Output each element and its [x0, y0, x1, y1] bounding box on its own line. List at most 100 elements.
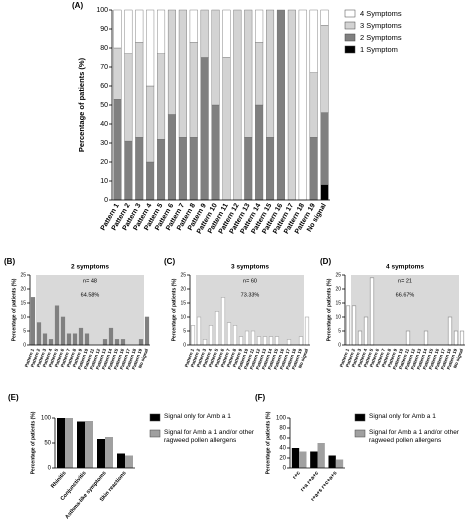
y-tick-label: 15	[180, 300, 186, 306]
chart-title: 4 symptoms	[386, 264, 424, 271]
panel-label: (F)	[255, 393, 266, 402]
legend-label: 1 Symptom	[360, 45, 398, 54]
bar-segment	[211, 104, 220, 201]
annotation: 66.67%	[396, 292, 415, 298]
y-axis-label: Percentage of patients (%)	[265, 411, 271, 474]
bar	[117, 453, 125, 468]
bar-segment	[167, 114, 176, 201]
bar	[447, 316, 453, 346]
bar	[72, 333, 78, 346]
bar-segment	[320, 184, 329, 201]
bar	[357, 330, 363, 346]
x-tick-label: Pattern 7	[375, 348, 386, 368]
bar	[202, 339, 208, 346]
chart-title: 3 symptoms	[231, 264, 269, 271]
bar-segment	[157, 9, 166, 54]
x-tick-label: Pattern 4	[202, 348, 213, 368]
bar	[48, 339, 54, 346]
x-tick-label: Pattern 3	[196, 348, 207, 368]
legend-label: Signal only for Amb a 1	[164, 413, 231, 420]
x-tick-label: Pattern 8	[381, 348, 392, 368]
bar	[453, 330, 459, 346]
legend-label: Signal for Amb a 1 and/or other ragweed …	[164, 429, 254, 444]
legend-swatch	[149, 413, 161, 422]
panel-label: (E)	[8, 393, 19, 402]
bar-segment	[135, 42, 144, 138]
bar-segment	[276, 9, 285, 201]
bar	[250, 330, 256, 346]
y-tick-label: 25	[180, 272, 186, 278]
x-tick-label: No signal	[137, 348, 149, 369]
x-tick-label: Pattern 2	[190, 348, 201, 368]
bar	[144, 316, 150, 346]
x-tick-label: r+c	[292, 470, 302, 480]
bar-segment	[200, 9, 209, 58]
y-axis-label: Percentage of patients (%)	[11, 278, 17, 341]
y-tick-label: 25	[20, 272, 26, 278]
bar-segment	[298, 9, 307, 201]
bar-segment	[157, 53, 166, 140]
y-tick-label: 25	[335, 272, 341, 278]
y-tick-label: 5	[183, 328, 186, 334]
legend-swatch	[354, 413, 366, 422]
bar	[78, 327, 84, 346]
annotation: 64.58%	[81, 292, 100, 298]
y-tick-label: 50	[44, 441, 51, 447]
legend-item: Signal only for Amb a 1	[164, 413, 231, 420]
bar	[220, 297, 226, 346]
y-tick-label: 40	[279, 446, 286, 452]
bar-segment	[309, 137, 318, 201]
bar	[196, 316, 202, 346]
bar	[459, 330, 465, 346]
bar	[85, 421, 93, 468]
panel: (D) 4 symptoms n= 21 66.67% 0 5 10 15 20 25Percen…	[320, 257, 465, 370]
legend-swatch	[344, 9, 356, 18]
x-tick-label: Pattern 1	[24, 348, 35, 368]
bar	[351, 305, 357, 346]
x-tick-label: Pattern 5	[363, 348, 374, 368]
y-tick-label: 5	[23, 328, 26, 334]
bar-segment	[255, 42, 264, 106]
y-tick-label: 40	[100, 121, 108, 128]
y-tick-label: 0	[283, 466, 287, 472]
panel: (F) 0 20 40 60 80 100 Percentage of patients (%…	[255, 393, 459, 503]
shaded-region	[36, 275, 144, 345]
bar-segment	[222, 57, 231, 201]
bar-segment	[255, 9, 264, 43]
bar	[299, 451, 307, 468]
y-tick-label: 0	[104, 197, 108, 204]
bar	[238, 336, 244, 346]
bar-segment	[233, 9, 242, 201]
bar	[138, 339, 144, 346]
bar-segment	[222, 9, 231, 58]
x-tick-label: Pattern 6	[369, 348, 380, 368]
bar	[102, 339, 108, 346]
x-tick-label: Pattern 2	[30, 348, 41, 368]
panel-label: (C)	[164, 257, 175, 266]
y-tick-label: 10	[20, 314, 26, 320]
y-tick-label: 5	[338, 328, 341, 334]
y-tick-label: 15	[20, 300, 26, 306]
bar-segment	[189, 9, 198, 43]
y-tick-label: 30	[100, 140, 108, 147]
bar	[423, 330, 429, 346]
y-tick-label: 0	[338, 342, 341, 348]
bar	[97, 439, 105, 468]
bar	[286, 339, 292, 346]
bar-segment	[135, 9, 144, 43]
bar-segment	[124, 9, 133, 54]
x-tick-label: Pattern 5	[208, 348, 219, 368]
bar-segment	[211, 9, 220, 106]
bar	[226, 322, 232, 346]
bar	[42, 333, 48, 346]
y-tick-label: 80	[279, 426, 286, 432]
bar	[105, 437, 113, 468]
annotation: n= 60	[243, 278, 257, 284]
bar	[298, 336, 304, 346]
legend-item: Signal only for Amb a 1	[369, 413, 436, 420]
y-tick-label: 0	[183, 342, 186, 348]
bar-segment	[320, 112, 329, 185]
bar-segment	[135, 137, 144, 201]
legend-swatch	[149, 429, 161, 438]
